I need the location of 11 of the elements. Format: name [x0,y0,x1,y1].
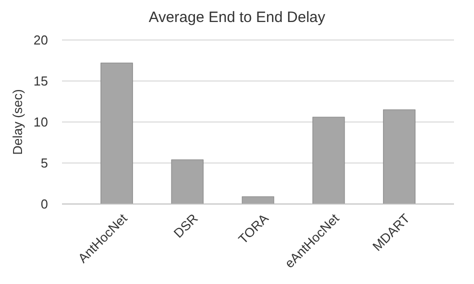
y-tick-label: 0 [40,196,48,212]
bar [312,116,345,204]
y-axis-title: Delay (sec) [10,89,25,155]
chart-title: Average End to End Delay [148,9,326,26]
bar [171,159,204,204]
y-tick-label: 15 [34,74,48,89]
y-tick-label: 5 [40,156,48,171]
bar [100,62,133,204]
bar [383,109,416,204]
y-tick-label: 20 [34,32,48,48]
y-tick-label: 10 [34,114,48,130]
